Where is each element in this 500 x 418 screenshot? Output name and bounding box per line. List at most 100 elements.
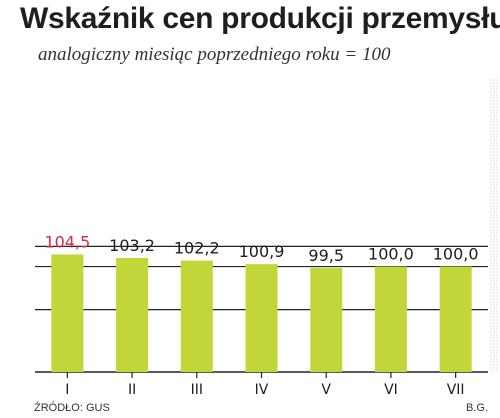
texture-dot bbox=[493, 190, 495, 192]
texture-dot bbox=[490, 175, 492, 177]
texture-dot bbox=[493, 349, 495, 351]
texture-dot bbox=[496, 91, 498, 93]
texture-dot bbox=[496, 163, 498, 165]
texture-dot bbox=[493, 361, 495, 363]
texture-dot bbox=[496, 148, 498, 150]
texture-dot bbox=[493, 106, 495, 108]
texture-dot bbox=[490, 169, 492, 171]
texture-dot bbox=[490, 217, 492, 219]
texture-dot bbox=[496, 283, 498, 285]
texture-dot bbox=[490, 274, 492, 276]
texture-dot bbox=[496, 343, 498, 345]
texture-dot bbox=[493, 118, 495, 120]
texture-dot bbox=[496, 265, 498, 267]
texture-dot bbox=[490, 154, 492, 156]
texture-dot bbox=[493, 193, 495, 195]
texture-dot bbox=[490, 109, 492, 111]
texture-dot bbox=[493, 112, 495, 114]
texture-dot bbox=[490, 151, 492, 153]
texture-dot bbox=[493, 343, 495, 345]
texture-dot bbox=[496, 175, 498, 177]
texture-dot bbox=[496, 196, 498, 198]
texture-dot bbox=[493, 181, 495, 183]
texture-dot bbox=[490, 166, 492, 168]
texture-dot bbox=[496, 277, 498, 279]
texture-dot bbox=[496, 286, 498, 288]
texture-dot bbox=[496, 256, 498, 258]
texture-dot bbox=[496, 262, 498, 264]
texture-dot bbox=[490, 319, 492, 321]
texture-dot bbox=[490, 358, 492, 360]
texture-dot bbox=[490, 136, 492, 138]
texture-dot bbox=[493, 277, 495, 279]
texture-dot bbox=[493, 370, 495, 372]
data-label: 100,0 bbox=[368, 245, 414, 264]
texture-dot bbox=[496, 217, 498, 219]
texture-dot bbox=[490, 118, 492, 120]
texture-dot bbox=[496, 88, 498, 90]
bar bbox=[245, 264, 278, 372]
texture-dot bbox=[496, 154, 498, 156]
texture-dot bbox=[490, 181, 492, 183]
texture-dot bbox=[496, 202, 498, 204]
x-tick-label: V bbox=[321, 382, 331, 398]
bar bbox=[180, 260, 213, 372]
texture-dot bbox=[496, 157, 498, 159]
texture-dot bbox=[490, 88, 492, 90]
texture-dot bbox=[493, 346, 495, 348]
texture-dot bbox=[496, 106, 498, 108]
texture-dot bbox=[496, 103, 498, 105]
texture-dot bbox=[493, 292, 495, 294]
texture-dot bbox=[493, 325, 495, 327]
texture-dot bbox=[490, 163, 492, 165]
texture-dot bbox=[496, 301, 498, 303]
texture-dot bbox=[496, 229, 498, 231]
data-label: 102,2 bbox=[174, 239, 220, 258]
bar bbox=[439, 266, 472, 372]
texture-dot bbox=[496, 85, 498, 87]
texture-dot bbox=[493, 319, 495, 321]
texture-dot bbox=[496, 223, 498, 225]
texture-dot bbox=[496, 253, 498, 255]
chart-title: Wskaźnik cen produkcji przemysłu bbox=[20, 2, 500, 35]
texture-dot bbox=[490, 322, 492, 324]
chart-subtitle: analogiczny miesiąc poprzedniego roku = … bbox=[38, 44, 391, 65]
texture-dot bbox=[496, 280, 498, 282]
texture-dot bbox=[490, 235, 492, 237]
texture-dot bbox=[493, 328, 495, 330]
texture-dot bbox=[496, 274, 498, 276]
texture-dot bbox=[496, 193, 498, 195]
texture-dot bbox=[490, 316, 492, 318]
source-note: ŹRÓDŁO: GUS bbox=[34, 402, 110, 414]
texture-dot bbox=[493, 148, 495, 150]
texture-dot bbox=[493, 85, 495, 87]
texture-dot bbox=[490, 298, 492, 300]
texture-dot bbox=[493, 253, 495, 255]
texture-dot bbox=[493, 280, 495, 282]
texture-dot bbox=[493, 127, 495, 129]
texture-dot bbox=[493, 334, 495, 336]
texture-dot bbox=[493, 250, 495, 252]
texture-dot bbox=[496, 355, 498, 357]
texture-dot bbox=[496, 145, 498, 147]
texture-dot bbox=[496, 349, 498, 351]
texture-dot bbox=[496, 220, 498, 222]
data-label: 100,0 bbox=[433, 245, 479, 264]
texture-dot bbox=[490, 262, 492, 264]
texture-dot bbox=[496, 310, 498, 312]
texture-dot bbox=[490, 340, 492, 342]
texture-dot bbox=[493, 184, 495, 186]
texture-dot bbox=[496, 295, 498, 297]
texture-dot bbox=[490, 127, 492, 129]
texture-dot bbox=[490, 244, 492, 246]
texture-dot bbox=[493, 136, 495, 138]
texture-dot bbox=[490, 277, 492, 279]
texture-dot bbox=[490, 196, 492, 198]
texture-dot bbox=[490, 94, 492, 96]
texture-dot bbox=[496, 316, 498, 318]
texture-dot bbox=[493, 364, 495, 366]
texture-dot bbox=[493, 301, 495, 303]
texture-dot bbox=[493, 286, 495, 288]
texture-dot bbox=[493, 262, 495, 264]
texture-dot bbox=[493, 88, 495, 90]
